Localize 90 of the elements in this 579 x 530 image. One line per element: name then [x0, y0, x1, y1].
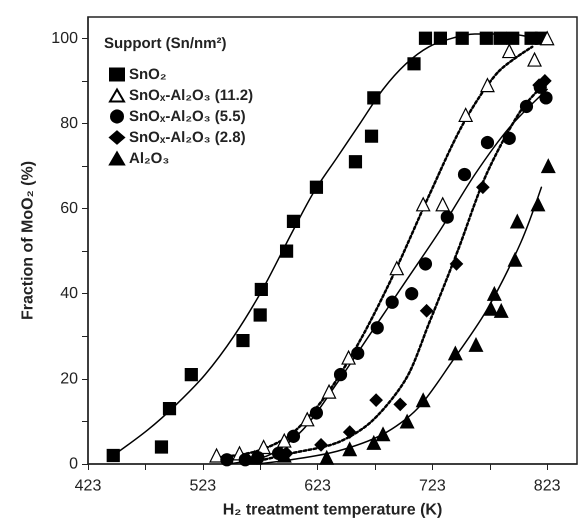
- point: [367, 91, 380, 104]
- point: [407, 57, 421, 70]
- point: [322, 384, 336, 399]
- point: [405, 287, 418, 300]
- y-tick-label: 20: [60, 370, 78, 388]
- point: [458, 168, 472, 182]
- point: [400, 414, 414, 429]
- point: [434, 32, 447, 45]
- point: [277, 448, 292, 463]
- point: [480, 32, 493, 45]
- point: [376, 427, 390, 442]
- point: [364, 130, 378, 143]
- legend-label: SnOₓ-Al₂O₃ (11.2): [129, 87, 254, 104]
- point: [520, 100, 534, 113]
- x-tick-label: 823: [534, 478, 561, 494]
- y-tick-label: 0: [69, 456, 78, 472]
- point: [530, 197, 546, 212]
- point: [154, 440, 168, 454]
- point: [310, 180, 324, 194]
- legend-label: SnOₓ-Al₂O₃ (2.8): [129, 129, 246, 146]
- point: [254, 308, 267, 322]
- point: [458, 108, 473, 122]
- point: [300, 412, 314, 426]
- point: [366, 436, 381, 450]
- y-tick-label: 60: [60, 200, 78, 218]
- point: [370, 321, 384, 334]
- point: [538, 74, 552, 88]
- point: [334, 368, 348, 382]
- point: [502, 132, 516, 145]
- point: [390, 261, 404, 276]
- point: [540, 31, 554, 46]
- point: [343, 425, 356, 439]
- point: [277, 433, 292, 448]
- point: [184, 368, 198, 382]
- point: [493, 32, 507, 45]
- point: [476, 180, 490, 194]
- point: [508, 252, 522, 267]
- point: [342, 442, 357, 456]
- point: [310, 406, 324, 420]
- point: [286, 430, 300, 443]
- point: [418, 257, 432, 271]
- point: [220, 453, 234, 466]
- point: [468, 338, 484, 352]
- point: [539, 91, 553, 104]
- legend-label: SnO₂: [129, 66, 166, 83]
- point: [448, 346, 462, 360]
- x-tick-label: 723: [419, 478, 446, 494]
- point: [541, 158, 556, 174]
- point: [418, 32, 432, 45]
- x-axis-title: H₂ treatment temperature (K): [222, 502, 442, 518]
- legend-title: Support (Sn/nm²): [104, 35, 226, 52]
- point: [162, 402, 176, 416]
- x-tick-label: 523: [189, 478, 216, 494]
- point: [416, 393, 430, 408]
- point: [351, 346, 364, 360]
- legend-label: SnOₓ-Al₂O₃ (5.5): [129, 108, 246, 125]
- point: [484, 302, 498, 316]
- y-tick-label: 80: [60, 114, 78, 132]
- point: [254, 282, 268, 296]
- point: [420, 304, 434, 318]
- point: [314, 438, 328, 452]
- point: [280, 244, 294, 258]
- x-tick-label: 623: [304, 478, 332, 494]
- point: [348, 155, 362, 168]
- point: [320, 450, 334, 465]
- y-tick-label: 40: [60, 285, 78, 302]
- point: [450, 257, 464, 271]
- y-tick-label: 100: [51, 30, 78, 47]
- point: [106, 448, 120, 462]
- point: [480, 78, 495, 92]
- point: [394, 398, 407, 411]
- point: [494, 304, 508, 318]
- point: [341, 350, 356, 365]
- legend-label: Al₂O₃: [129, 150, 170, 167]
- point: [440, 210, 454, 224]
- point: [236, 334, 250, 348]
- point: [487, 286, 502, 301]
- point: [416, 197, 430, 212]
- point: [456, 32, 469, 45]
- point: [502, 44, 516, 58]
- point: [436, 197, 450, 212]
- point: [510, 214, 524, 228]
- x-tick-label: 423: [74, 478, 102, 494]
- point: [370, 394, 383, 407]
- y-axis-title: Fraction of MoO₂ (%): [20, 160, 36, 320]
- point: [386, 296, 399, 309]
- point: [527, 52, 542, 67]
- point: [480, 136, 494, 150]
- point: [286, 214, 300, 228]
- point: [506, 32, 520, 45]
